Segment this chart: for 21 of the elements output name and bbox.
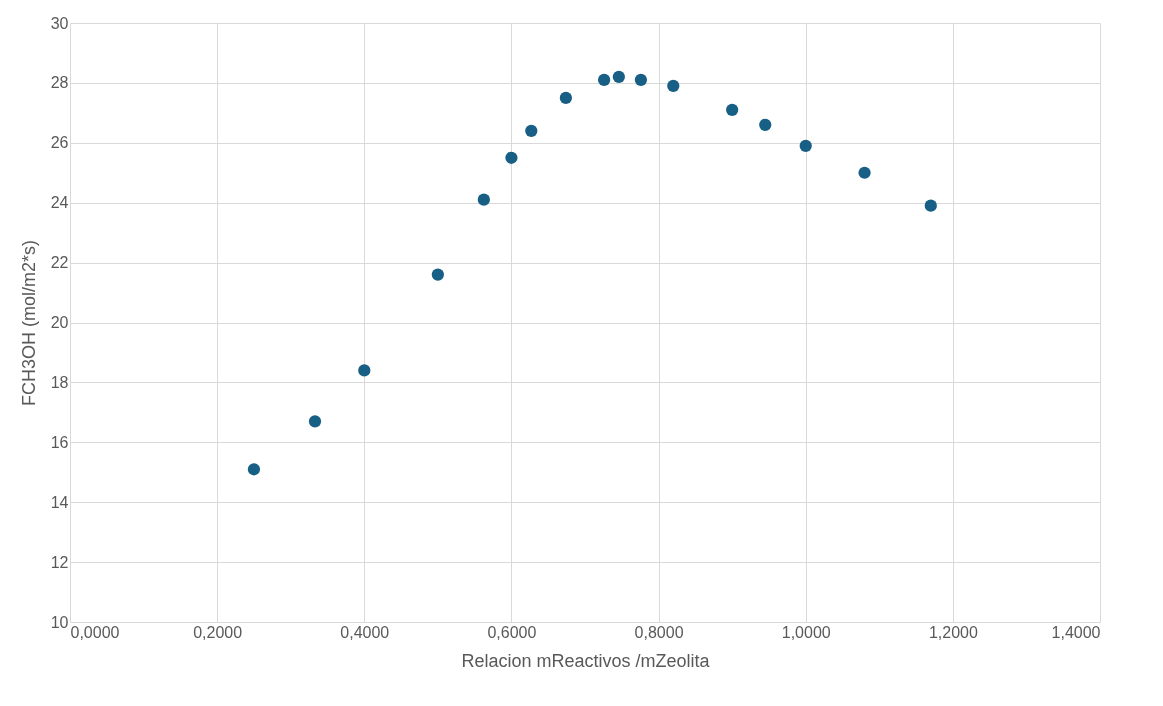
y-tick-label: 12 [50, 553, 69, 571]
y-tick-label: 16 [50, 433, 69, 451]
x-tick-label: 1,2000 [928, 623, 978, 641]
y-tick-label: 24 [50, 194, 69, 212]
x-tick-label: 0,0000 [70, 623, 120, 641]
y-tick-label: 20 [50, 314, 69, 331]
x-tick-label: 0,6000 [487, 623, 537, 641]
y-tick-label: 18 [50, 373, 69, 391]
x-tick-label: 1,4000 [1051, 623, 1101, 641]
x-tick-label: 0,4000 [340, 623, 390, 641]
y-tick-label: 10 [50, 613, 69, 631]
x-tick-label: 1,0000 [781, 623, 831, 641]
y-tick-label: 14 [50, 493, 69, 511]
y-tick-label: 22 [50, 254, 69, 272]
y-tick-label: 28 [50, 74, 69, 92]
x-axis-title: Relacion mReactivos /mZeolita [461, 650, 711, 671]
y-tick-label: 26 [50, 134, 69, 152]
x-tick-label: 0,2000 [193, 623, 243, 641]
y-axis-title: FCH3OH (mol/m2*s) [18, 239, 39, 407]
x-tick-label: 0,8000 [634, 623, 684, 641]
y-tick-label: 30 [50, 14, 69, 32]
